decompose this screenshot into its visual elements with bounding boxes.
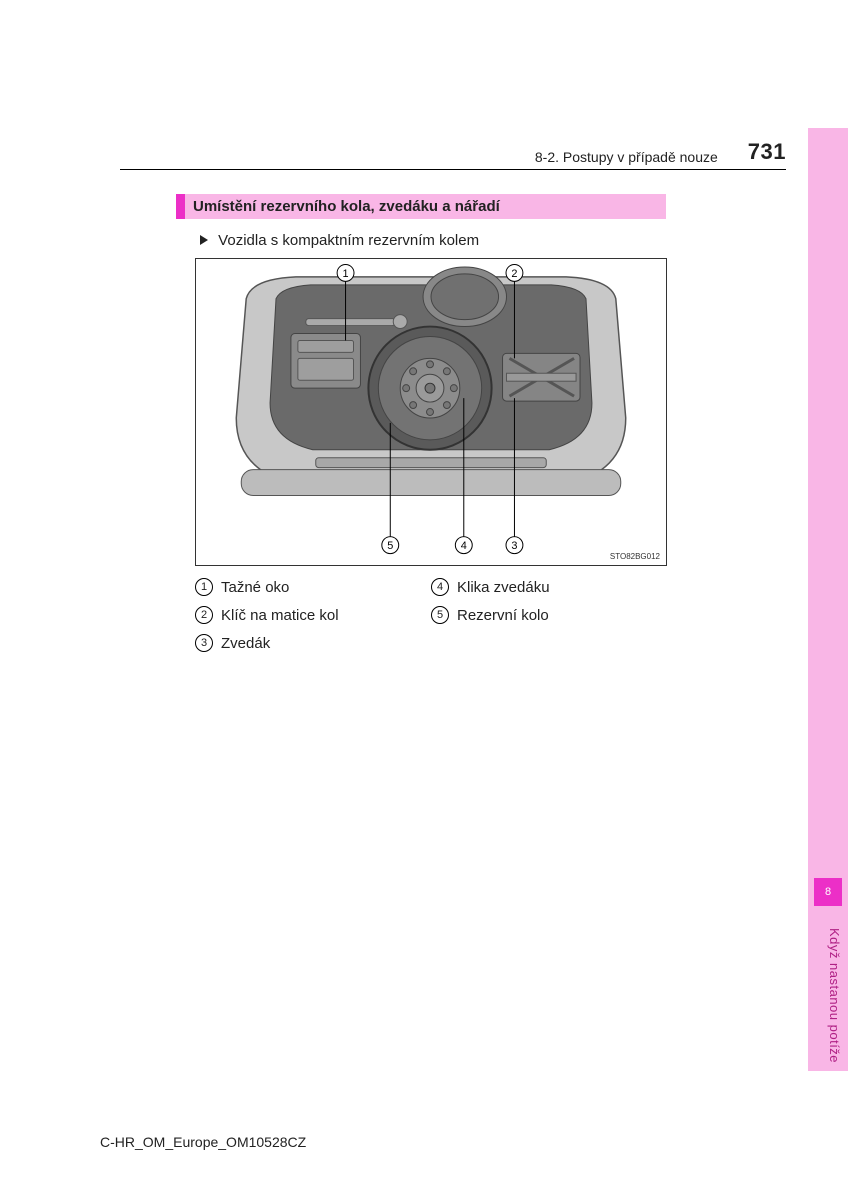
chapter-title-vertical: Když nastanou potíže <box>827 928 842 1063</box>
callout-4: 4 <box>461 540 467 552</box>
header-section-label: 8-2. Postupy v případě nouze <box>535 149 718 165</box>
callout-1: 1 <box>343 268 349 280</box>
diagram-code: STO82BG012 <box>610 552 660 561</box>
legend-item: 2 Klíč na matice kol <box>195 606 431 624</box>
legend: 1 Tažné oko 2 Klíč na matice kol 3 Zvedá… <box>195 578 667 662</box>
legend-col-2: 4 Klika zvedáku 5 Rezervní kolo <box>431 578 667 662</box>
legend-text: Klíč na matice kol <box>221 607 339 624</box>
page-header: 8-2. Postupy v případě nouze 731 <box>120 140 786 170</box>
chapter-badge: 8 <box>814 878 842 906</box>
callout-5: 5 <box>387 540 393 552</box>
side-tab: 8 Když nastanou potíže <box>808 128 848 1071</box>
legend-text: Klika zvedáku <box>457 579 550 596</box>
callout-2: 2 <box>511 268 517 280</box>
legend-item: 1 Tažné oko <box>195 578 431 596</box>
legend-num-icon: 1 <box>195 578 213 596</box>
section-title: Umístění rezervního kola, zvedáku a nářa… <box>176 194 666 219</box>
legend-text: Tažné oko <box>221 579 289 596</box>
legend-text: Rezervní kolo <box>457 607 549 624</box>
page-number: 731 <box>748 139 786 165</box>
subtitle: Vozidla s kompaktním rezervním kolem <box>200 232 479 249</box>
legend-num-icon: 3 <box>195 634 213 652</box>
callout-3: 3 <box>511 540 517 552</box>
legend-item: 4 Klika zvedáku <box>431 578 667 596</box>
trunk-diagram: 1 2 3 4 5 STO82BG012 <box>195 258 667 566</box>
legend-text: Zvedák <box>221 635 270 652</box>
document-footer: C-HR_OM_Europe_OM10528CZ <box>100 1134 306 1150</box>
legend-item: 5 Rezervní kolo <box>431 606 667 624</box>
subtitle-text: Vozidla s kompaktním rezervním kolem <box>218 232 479 249</box>
legend-num-icon: 4 <box>431 578 449 596</box>
legend-item: 3 Zvedák <box>195 634 431 652</box>
triangle-bullet-icon <box>200 235 208 245</box>
legend-num-icon: 2 <box>195 606 213 624</box>
legend-col-1: 1 Tažné oko 2 Klíč na matice kol 3 Zvedá… <box>195 578 431 662</box>
legend-num-icon: 5 <box>431 606 449 624</box>
